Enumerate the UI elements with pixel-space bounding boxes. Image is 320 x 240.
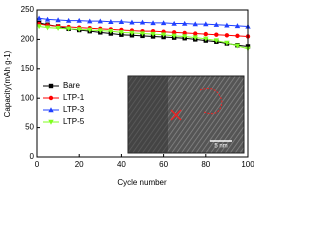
legend-marker <box>48 95 54 101</box>
marker <box>234 23 241 29</box>
marker <box>150 20 156 26</box>
marker <box>139 19 146 25</box>
y-tick-label: 150 <box>21 64 35 73</box>
marker <box>160 20 167 26</box>
marker <box>203 21 209 27</box>
marker <box>87 27 93 33</box>
marker <box>213 38 220 44</box>
marker <box>44 16 51 22</box>
marker <box>118 30 125 36</box>
y-tick-label: 50 <box>25 123 34 132</box>
marker <box>36 15 42 21</box>
marker <box>171 30 177 35</box>
marker <box>76 17 82 23</box>
scale-label: 5 nm <box>214 144 227 150</box>
marker <box>182 34 188 40</box>
y-axis-title: Capacity(mAh g-1) <box>3 50 12 117</box>
marker <box>129 30 135 36</box>
chart: Bare LTP-1 LTP-3 LTP-5 5 nm Cycle number Ca… <box>3 5 254 187</box>
legend-marker <box>48 107 54 113</box>
x-tick-label: 40 <box>117 160 126 169</box>
marker <box>76 27 82 33</box>
x-axis-title: Cycle number <box>117 178 167 187</box>
y-tick-label: 0 <box>30 152 35 161</box>
legend-marker <box>48 83 54 89</box>
marker <box>97 18 103 24</box>
marker <box>224 33 230 38</box>
marker <box>139 31 146 37</box>
legend-label: LTP-5 <box>63 117 85 126</box>
marker <box>160 32 167 38</box>
legend-label: Bare <box>63 81 80 90</box>
y-tick-label: 250 <box>21 5 35 14</box>
marker <box>108 28 114 34</box>
legend-label: LTP-1 <box>63 93 85 102</box>
tem-inset: 5 nm <box>127 75 245 154</box>
marker <box>44 25 51 31</box>
marker <box>65 26 72 32</box>
marker <box>235 33 240 39</box>
x-tick-label: 80 <box>201 160 210 169</box>
marker <box>171 33 177 39</box>
marker <box>171 20 177 26</box>
marker <box>234 43 241 49</box>
marker <box>108 19 114 24</box>
x-tick-label: 100 <box>241 160 254 169</box>
marker <box>87 18 93 24</box>
x-tick-label: 0 <box>35 160 40 169</box>
marker <box>192 35 198 41</box>
marker <box>203 36 209 42</box>
legend-marker <box>48 119 54 125</box>
marker <box>182 20 188 26</box>
marker <box>224 22 230 28</box>
x-tick-label: 60 <box>159 160 168 169</box>
marker <box>150 31 156 37</box>
marker <box>118 19 125 24</box>
marker <box>192 21 198 27</box>
y-tick-label: 100 <box>21 93 35 102</box>
marker <box>129 19 135 25</box>
marker <box>65 17 72 23</box>
y-tick-label: 200 <box>21 35 35 44</box>
marker <box>97 28 103 34</box>
marker <box>193 31 198 36</box>
marker <box>55 26 61 31</box>
x-tick-label: 20 <box>75 160 84 169</box>
marker <box>55 17 61 23</box>
plot-frame <box>36 9 249 158</box>
marker <box>36 24 42 30</box>
legend-label: LTP-3 <box>63 105 85 114</box>
marker <box>213 22 220 27</box>
marker <box>182 30 187 36</box>
marker <box>214 32 219 37</box>
marker <box>224 40 230 46</box>
marker <box>203 31 208 37</box>
